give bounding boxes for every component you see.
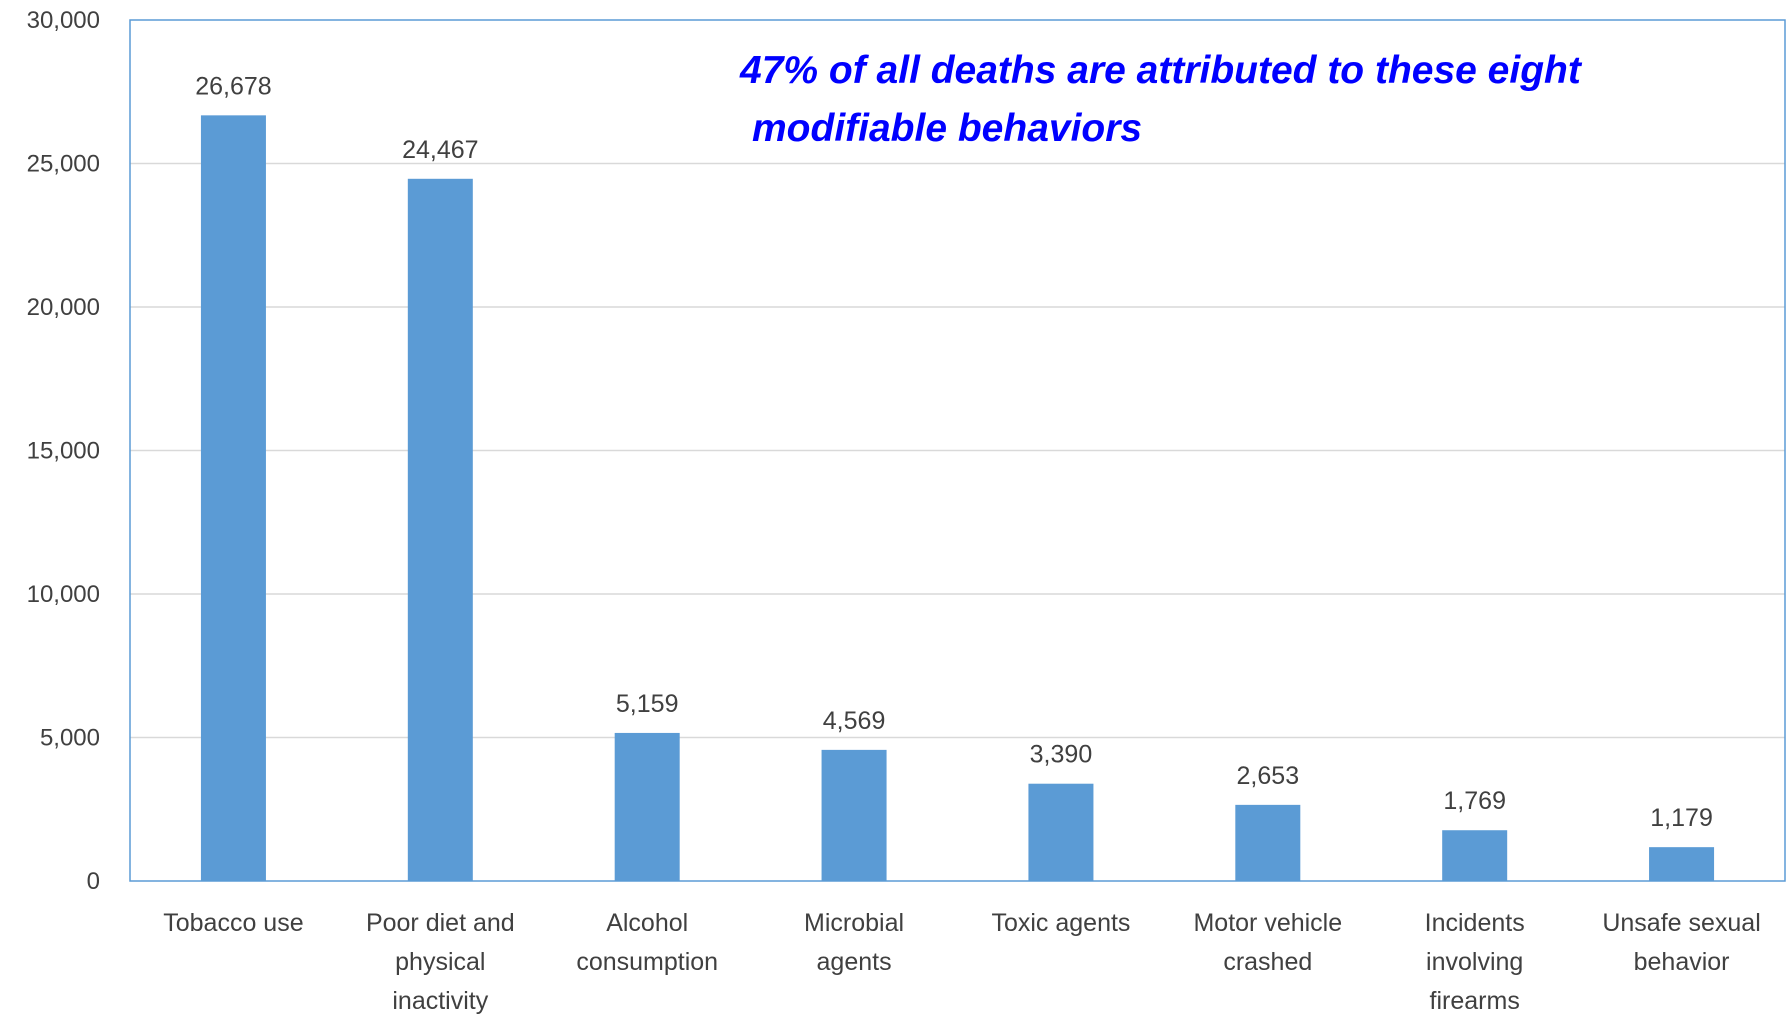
y-tick-label: 5,000 [40, 725, 100, 752]
data-labels: 26,678 24,467 5,159 4,569 3,390 2,653 1,769 1,1… [195, 72, 1713, 832]
x-category-line: crashed [1223, 948, 1312, 976]
x-category-line: Motor vehicle [1193, 909, 1342, 937]
x-category-line: physical [395, 948, 485, 976]
data-label: 1,179 [1650, 804, 1713, 832]
data-label: 26,678 [195, 72, 271, 100]
x-category-line: behavior [1634, 948, 1730, 976]
bar [614, 732, 680, 881]
y-tick-label: 30,000 [27, 7, 100, 34]
y-axis-ticks: 0 5,000 10,000 15,000 20,000 25,000 30,000 [27, 7, 100, 895]
x-category-line: Alcohol [606, 909, 688, 937]
y-tick-label: 10,000 [27, 581, 100, 608]
x-category-line: agents [817, 948, 892, 976]
x-category-line: inactivity [392, 987, 488, 1014]
x-category-line: Unsafe sexual [1602, 909, 1760, 937]
annotation-line-1: 47% of all deaths are attributed to thes… [739, 49, 1583, 92]
x-category-label: Incidents involving firearms [1425, 909, 1525, 1014]
x-category-line: Toxic agents [991, 909, 1130, 937]
x-category-label: Tobacco use [163, 909, 303, 937]
bar [821, 749, 887, 881]
x-category-line: Microbial [804, 909, 904, 937]
y-tick-label: 0 [87, 868, 100, 895]
bar [407, 178, 473, 881]
data-label: 1,769 [1443, 787, 1506, 815]
x-category-line: firearms [1430, 987, 1520, 1014]
y-tick-label: 25,000 [27, 151, 100, 178]
data-label: 2,653 [1237, 762, 1300, 790]
annotation-line-2: modifiable behaviors [752, 107, 1142, 150]
x-category-label: Motor vehicle crashed [1193, 909, 1342, 976]
data-label: 5,159 [616, 690, 679, 718]
x-category-line: involving [1426, 948, 1523, 976]
x-category-line: Poor diet and [366, 909, 515, 937]
x-axis-categories: Tobacco use Poor diet and physical inactivi… [163, 909, 1761, 1014]
chart-annotation: 47% of all deaths are attributed to thes… [739, 49, 1592, 150]
plot-frame [129, 19, 1786, 882]
data-label: 3,390 [1030, 741, 1093, 769]
data-label: 24,467 [402, 136, 478, 164]
y-tick-label: 20,000 [27, 294, 100, 321]
x-category-line: Incidents [1425, 909, 1525, 937]
gridlines [130, 162, 1785, 739]
x-category-label: Toxic agents [991, 909, 1130, 937]
y-tick-label: 15,000 [27, 438, 100, 465]
x-category-label: Unsafe sexual behavior [1602, 909, 1760, 976]
x-category-line: consumption [576, 948, 718, 976]
x-category-line: Tobacco use [163, 909, 303, 937]
bars [200, 115, 1715, 881]
bar [1028, 783, 1094, 881]
bar [1649, 847, 1715, 881]
x-category-label: Poor diet and physical inactivity [366, 909, 515, 1014]
bar [1442, 830, 1508, 881]
bar [200, 115, 266, 881]
x-category-label: Microbial agents [804, 909, 904, 976]
data-label: 4,569 [823, 707, 886, 735]
x-category-label: Alcohol consumption [576, 909, 718, 976]
bar [1235, 804, 1301, 881]
